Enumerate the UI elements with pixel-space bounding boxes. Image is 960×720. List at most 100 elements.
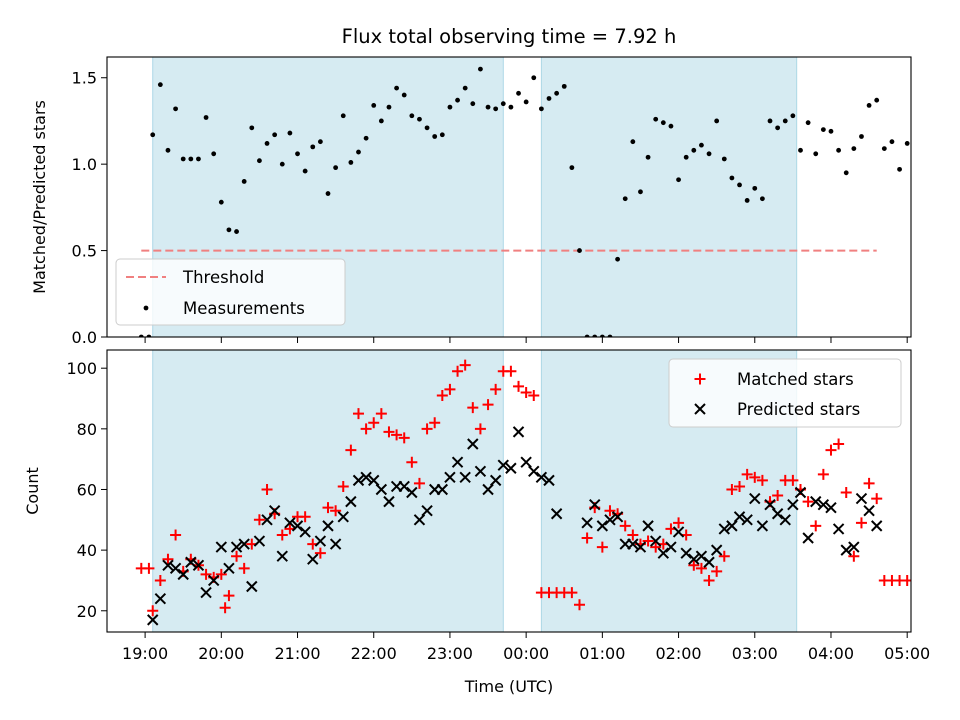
measurement-point [630,139,636,145]
matched-star-point [467,402,479,414]
x-tick-label: 22:00 [351,644,397,663]
predicted-star-point [368,474,380,487]
measurement-point [394,85,399,91]
measurement-point [508,104,514,110]
predicted-star-point [596,520,609,532]
top-axes: 0.0 0.5 1.0 1.5 [72,56,912,347]
measurement-point [417,116,422,122]
matched-star-point [345,444,357,456]
measurement-point [295,151,300,157]
matched-star-point [756,474,768,486]
measurement-point [485,104,491,110]
measurement-point [424,125,430,131]
top-panel: 0.0 0.5 1.0 1.5 Flux total observing time =… [30,25,940,347]
bottom-y-axis-label: Count [23,467,42,515]
predicted-star-point [604,514,616,526]
measurement-point [920,150,925,155]
measurement-point [744,198,750,203]
measurement-point [203,115,209,120]
measurement-point [257,158,262,164]
predicted-star-point [314,535,327,547]
matched-star-point [147,605,159,617]
predicted-star-point [436,483,449,496]
x-axis-label: Time (UTC) [464,677,553,696]
matched-star-point [718,550,730,562]
matched-star-point [215,568,227,580]
matched-star-point [802,496,814,508]
measurement-point [645,154,651,160]
predicted-star-point [383,495,395,508]
measurement-point [935,335,940,340]
measurement-point [218,199,224,205]
predicted-star-point [459,471,471,484]
predicted-star-point [535,471,548,484]
matched-star-point [223,590,235,602]
measurement-point [264,141,270,146]
predicted-star-point [771,508,784,520]
measurement-point [660,120,666,126]
predicted-star-point [855,492,868,505]
predicted-star-point [848,541,860,553]
x-tick-label: 20:00 [198,644,244,663]
matched-star-point [261,483,273,495]
predicted-star-point [657,547,670,559]
matched-star-point [219,602,231,614]
matched-star-point [421,423,433,435]
matched-star-point [314,547,326,559]
predicted-star-point [672,526,685,538]
matched-star-point [604,505,616,517]
bottom-predicted-points [147,426,883,626]
y-tick-label: 1.0 [72,155,97,174]
legend-predicted-swatch [694,403,706,415]
predicted-star-point [680,547,692,559]
measurement-point [897,166,902,172]
predicted-star-point [642,520,654,532]
predicted-star-point [268,505,281,517]
matched-star-point [368,417,380,429]
matched-star-point [238,562,250,574]
predicted-star-point [291,520,304,532]
matched-star-point [825,444,837,456]
measurement-point [767,118,773,124]
predicted-star-point [154,592,167,605]
measurement-point [904,141,910,146]
y-tick-label: 60 [77,480,97,499]
measurement-point [538,106,544,112]
measurement-point [775,125,781,131]
matched-star-point [459,359,471,371]
measurement-point [828,128,834,134]
matched-star-point [360,423,372,435]
x-tick-label: 19:00 [122,644,168,663]
measurement-point [798,147,803,153]
matched-star-point [398,432,410,444]
measurement-point [668,123,674,129]
legend-matched-label: Matched stars [737,370,854,389]
matched-star-point [581,532,593,544]
predicted-star-point [360,471,372,484]
measurement-point [378,118,384,124]
measurement-point [691,147,697,153]
measurement-point [706,151,712,157]
predicted-star-point [627,538,639,550]
predicted-star-point [749,492,761,505]
matched-star-point [231,550,243,562]
matched-star-point [596,541,608,553]
matched-star-point [299,511,311,523]
matched-star-point [650,541,662,553]
matched-star-point [947,575,958,586]
measurement-point [820,127,826,132]
measurement-point [721,156,727,162]
matched-star-point [734,480,746,492]
measurement-point [272,132,278,138]
measurement-point [196,156,201,162]
predicted-star-point [726,520,738,532]
measurement-point [401,92,407,98]
predicted-star-point [185,556,197,568]
predicted-star-point [810,495,822,508]
matched-star-point [436,389,448,401]
y-tick-label: 80 [77,420,97,439]
measurement-point [447,104,453,110]
matched-star-point [352,408,364,420]
predicted-star-point [162,559,174,571]
